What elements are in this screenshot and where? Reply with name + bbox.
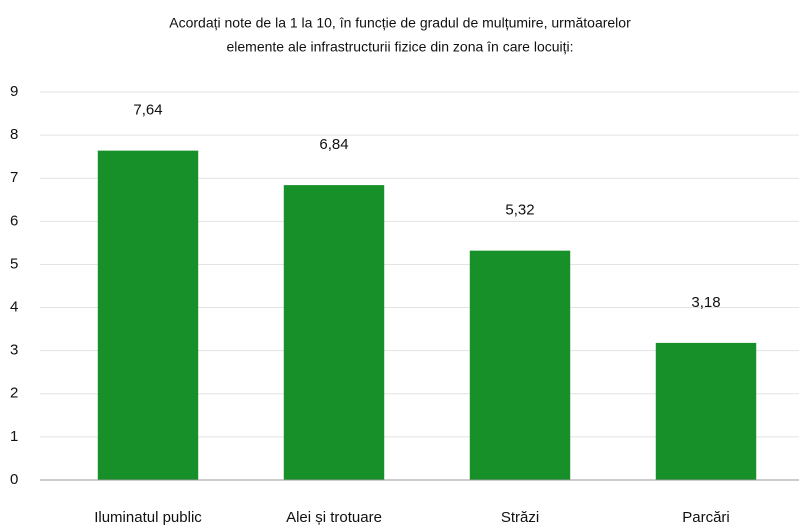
y-tick-label: 7: [10, 169, 18, 186]
value-label: 5,32: [505, 202, 534, 219]
y-tick-label: 2: [10, 385, 18, 402]
chart-title: elemente ale infrastructurii fizice din …: [226, 39, 573, 55]
x-tick-label: Parcări: [682, 509, 730, 525]
bar: [97, 150, 199, 480]
y-tick-label: 3: [10, 342, 18, 359]
y-tick-label: 0: [10, 471, 18, 488]
value-label: 6,84: [319, 136, 348, 153]
bar: [469, 250, 571, 480]
y-tick-label: 4: [10, 299, 18, 316]
y-tick-label: 9: [10, 83, 18, 100]
value-label: 7,64: [133, 102, 162, 119]
y-tick-label: 8: [10, 126, 18, 143]
chart-title: Acordați note de la 1 la 10, în funcție …: [169, 15, 631, 31]
x-tick-label: Străzi: [501, 509, 539, 525]
y-tick-label: 1: [10, 428, 18, 445]
bar: [655, 342, 757, 480]
x-tick-label: Alei și trotuare: [286, 509, 382, 525]
y-tick-label: 6: [10, 212, 18, 229]
bar: [283, 185, 385, 480]
x-tick-label: Iluminatul public: [94, 509, 202, 525]
value-label: 3,18: [691, 294, 720, 311]
y-tick-label: 5: [10, 255, 18, 272]
